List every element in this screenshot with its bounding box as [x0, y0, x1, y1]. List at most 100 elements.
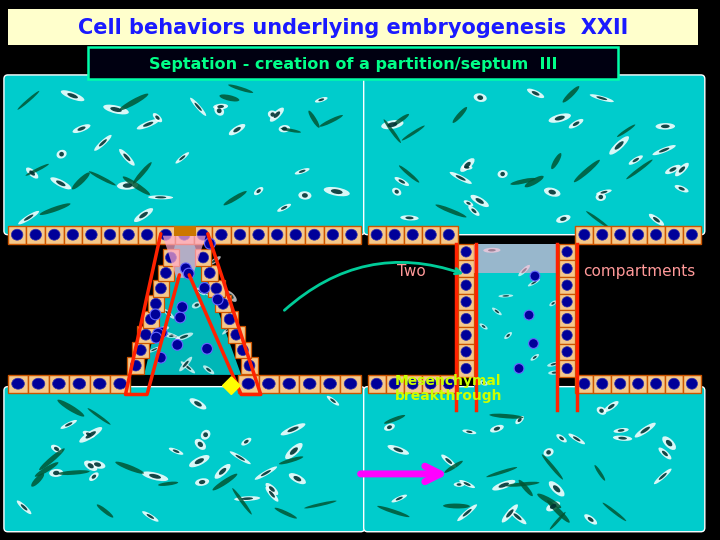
Ellipse shape [158, 326, 169, 331]
Ellipse shape [427, 474, 438, 480]
Ellipse shape [662, 436, 676, 450]
Ellipse shape [119, 149, 135, 166]
Ellipse shape [153, 328, 163, 339]
Bar [300, 375, 320, 393]
Ellipse shape [217, 109, 222, 113]
Ellipse shape [472, 208, 477, 213]
Bar [422, 226, 440, 244]
Ellipse shape [228, 84, 253, 93]
Ellipse shape [464, 166, 469, 168]
Bar [63, 226, 82, 244]
Ellipse shape [467, 430, 472, 433]
Ellipse shape [266, 483, 279, 495]
Bar [611, 226, 629, 244]
Ellipse shape [223, 191, 247, 205]
Ellipse shape [224, 314, 235, 325]
Bar [404, 375, 422, 393]
Ellipse shape [241, 497, 253, 500]
Bar [575, 375, 701, 393]
Ellipse shape [271, 112, 275, 117]
Ellipse shape [530, 271, 540, 281]
Ellipse shape [525, 176, 544, 187]
Ellipse shape [94, 462, 101, 467]
Bar [323, 226, 342, 244]
Ellipse shape [57, 150, 67, 159]
Ellipse shape [477, 95, 483, 100]
Ellipse shape [549, 113, 571, 123]
Ellipse shape [568, 434, 585, 444]
Bar [27, 226, 45, 244]
Ellipse shape [115, 462, 144, 474]
Bar [212, 226, 230, 244]
Ellipse shape [233, 127, 240, 132]
Ellipse shape [88, 408, 111, 424]
Ellipse shape [586, 211, 610, 228]
Ellipse shape [569, 119, 583, 129]
Ellipse shape [562, 313, 572, 323]
Ellipse shape [462, 165, 472, 170]
Ellipse shape [219, 468, 226, 475]
Ellipse shape [176, 152, 189, 164]
Text: compartments: compartments [583, 265, 696, 280]
Text: Two: Two [397, 265, 426, 280]
Ellipse shape [86, 433, 91, 436]
Bar [8, 375, 130, 393]
Ellipse shape [302, 193, 308, 198]
Ellipse shape [54, 447, 59, 451]
Ellipse shape [179, 230, 190, 240]
Ellipse shape [281, 128, 301, 133]
Ellipse shape [169, 335, 174, 337]
Ellipse shape [197, 230, 209, 240]
Ellipse shape [668, 230, 680, 240]
Ellipse shape [560, 217, 567, 221]
Ellipse shape [430, 475, 436, 478]
Ellipse shape [562, 330, 572, 340]
Bar [386, 375, 404, 393]
Bar [422, 375, 440, 393]
Ellipse shape [86, 431, 96, 438]
Ellipse shape [198, 252, 209, 263]
Ellipse shape [225, 291, 237, 302]
Ellipse shape [659, 148, 670, 152]
Ellipse shape [468, 206, 480, 216]
Ellipse shape [502, 504, 518, 523]
Ellipse shape [212, 259, 217, 263]
Ellipse shape [268, 111, 277, 119]
Ellipse shape [613, 436, 632, 441]
Ellipse shape [371, 230, 382, 240]
Ellipse shape [668, 378, 680, 389]
Ellipse shape [498, 170, 508, 178]
Ellipse shape [283, 378, 296, 389]
Ellipse shape [556, 215, 570, 223]
Ellipse shape [480, 380, 487, 386]
Ellipse shape [573, 122, 580, 126]
Ellipse shape [441, 455, 456, 468]
Bar [559, 343, 575, 360]
Ellipse shape [399, 165, 419, 183]
Ellipse shape [94, 135, 112, 151]
Ellipse shape [344, 378, 357, 389]
Ellipse shape [651, 378, 662, 389]
Bar [194, 226, 212, 244]
Bar [127, 357, 144, 374]
Ellipse shape [527, 89, 544, 98]
Ellipse shape [444, 378, 454, 389]
Ellipse shape [194, 303, 199, 307]
Ellipse shape [551, 363, 557, 366]
Ellipse shape [640, 427, 650, 434]
Ellipse shape [96, 504, 113, 518]
Ellipse shape [396, 497, 402, 501]
Ellipse shape [562, 280, 572, 291]
Bar [238, 375, 258, 393]
Ellipse shape [461, 264, 472, 274]
Ellipse shape [211, 283, 222, 294]
Ellipse shape [460, 158, 474, 172]
Ellipse shape [60, 420, 77, 429]
Ellipse shape [464, 162, 471, 168]
Ellipse shape [88, 463, 94, 468]
Ellipse shape [208, 256, 221, 265]
Ellipse shape [167, 332, 180, 339]
Ellipse shape [72, 172, 90, 190]
Ellipse shape [89, 171, 116, 186]
Ellipse shape [254, 187, 264, 195]
